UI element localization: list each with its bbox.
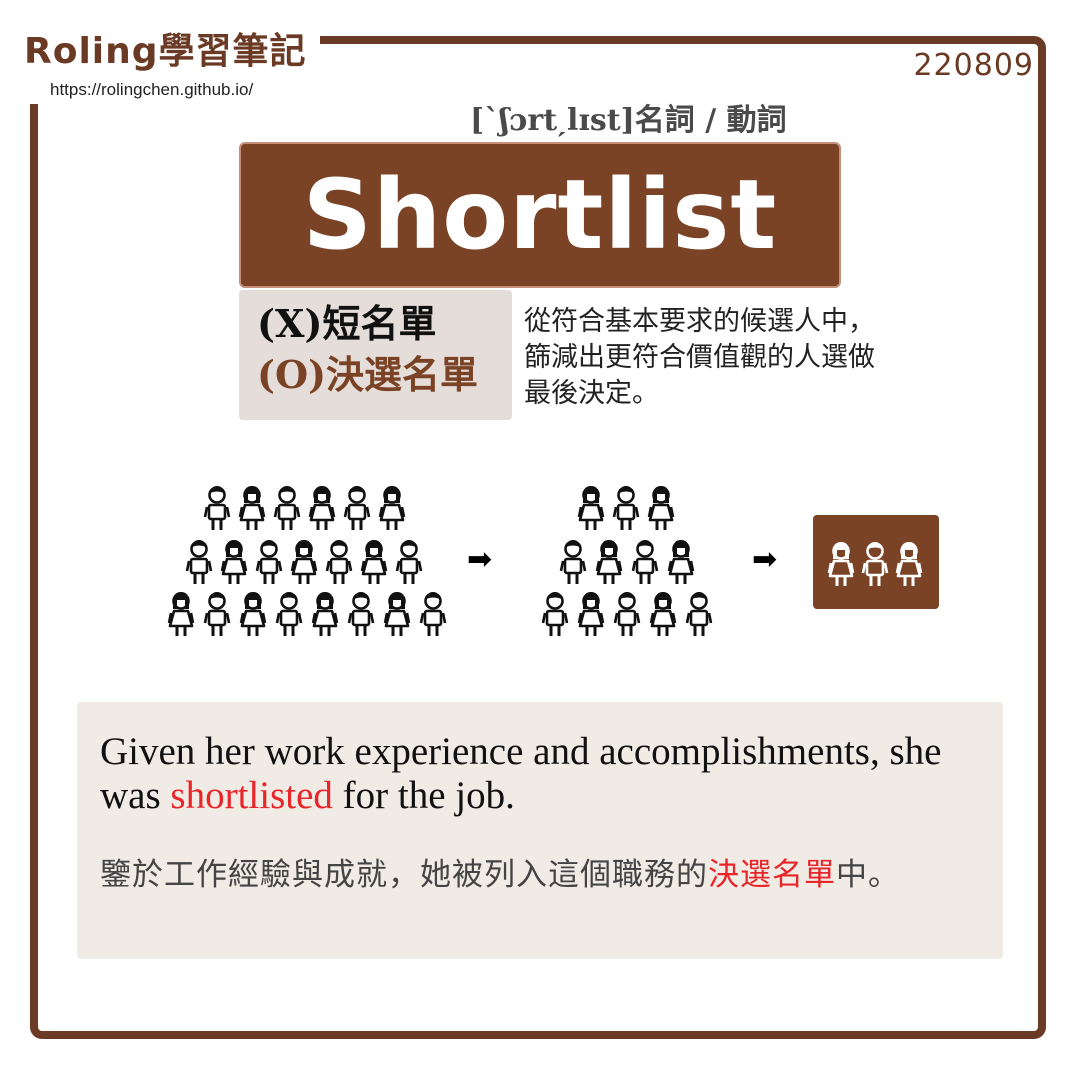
person-icon <box>307 484 337 532</box>
example-sentence-en: Given her work experience and accomplish… <box>100 730 1000 818</box>
example-box <box>77 702 1003 959</box>
meaning-box: (X)短名單 (O)決選名單 <box>239 290 512 420</box>
person-icon <box>237 484 267 532</box>
arrow-icon: ➡ <box>467 542 493 577</box>
person-icon <box>394 538 424 586</box>
arrow-icon: ➡ <box>752 542 778 577</box>
person-icon <box>342 484 372 532</box>
person-icon <box>289 538 319 586</box>
person-icon <box>576 590 606 638</box>
person-icon <box>346 590 376 638</box>
example-zh-highlight: 決選名單 <box>708 857 836 893</box>
person-icon <box>860 540 890 588</box>
person-icon <box>612 590 642 638</box>
person-icon <box>630 538 660 586</box>
person-icon <box>272 484 302 532</box>
person-icon <box>594 538 624 586</box>
example-en-text-end: for the job. <box>332 774 515 817</box>
person-icon <box>382 590 412 638</box>
post-date: 220809 <box>913 48 1034 83</box>
example-zh-text-end: 中。 <box>836 857 900 893</box>
person-icon <box>202 590 232 638</box>
person-icon <box>540 590 570 638</box>
vocabulary-word: Shortlist <box>302 159 778 271</box>
example-en-text: Given her work experience and accomplish… <box>100 730 942 817</box>
person-icon <box>324 538 354 586</box>
person-icon <box>611 484 641 532</box>
person-icon <box>666 538 696 586</box>
example-zh-text: 鑒於工作經驗與成就，她被列入這個職務的 <box>100 857 708 893</box>
brand-logo: Roling學習筆記 <box>24 31 307 72</box>
person-icon <box>418 590 448 638</box>
person-icon <box>377 484 407 532</box>
person-icon <box>646 484 676 532</box>
word-banner: Shortlist <box>239 142 841 288</box>
wrong-meaning: (X)短名單 <box>257 301 437 346</box>
person-icon <box>254 538 284 586</box>
person-icon <box>684 590 714 638</box>
example-sentence-zh: 鑒於工作經驗與成就，她被列入這個職務的決選名單中。 <box>100 852 980 898</box>
person-icon <box>166 590 196 638</box>
page-frame <box>30 36 1046 1039</box>
person-icon <box>202 484 232 532</box>
person-icon <box>238 590 268 638</box>
person-icon <box>826 540 856 588</box>
person-icon <box>310 590 340 638</box>
person-icon <box>274 590 304 638</box>
person-icon <box>219 538 249 586</box>
pronunciation: [ˋʃɔrtˏlɪst]名詞 / 動詞 <box>470 103 787 138</box>
site-url[interactable]: https://rolingchen.github.io/ <box>50 80 254 99</box>
person-icon <box>184 538 214 586</box>
person-icon <box>576 484 606 532</box>
logo-background <box>0 0 320 104</box>
person-icon <box>359 538 389 586</box>
person-icon <box>558 538 588 586</box>
person-icon <box>894 540 924 588</box>
definition-text: 從符合基本要求的候選人中，篩減出更符合價值觀的人選做最後決定。 <box>524 306 875 409</box>
example-en-highlight: shortlisted <box>170 774 333 817</box>
person-icon <box>648 590 678 638</box>
correct-meaning: (O)決選名單 <box>257 352 479 397</box>
